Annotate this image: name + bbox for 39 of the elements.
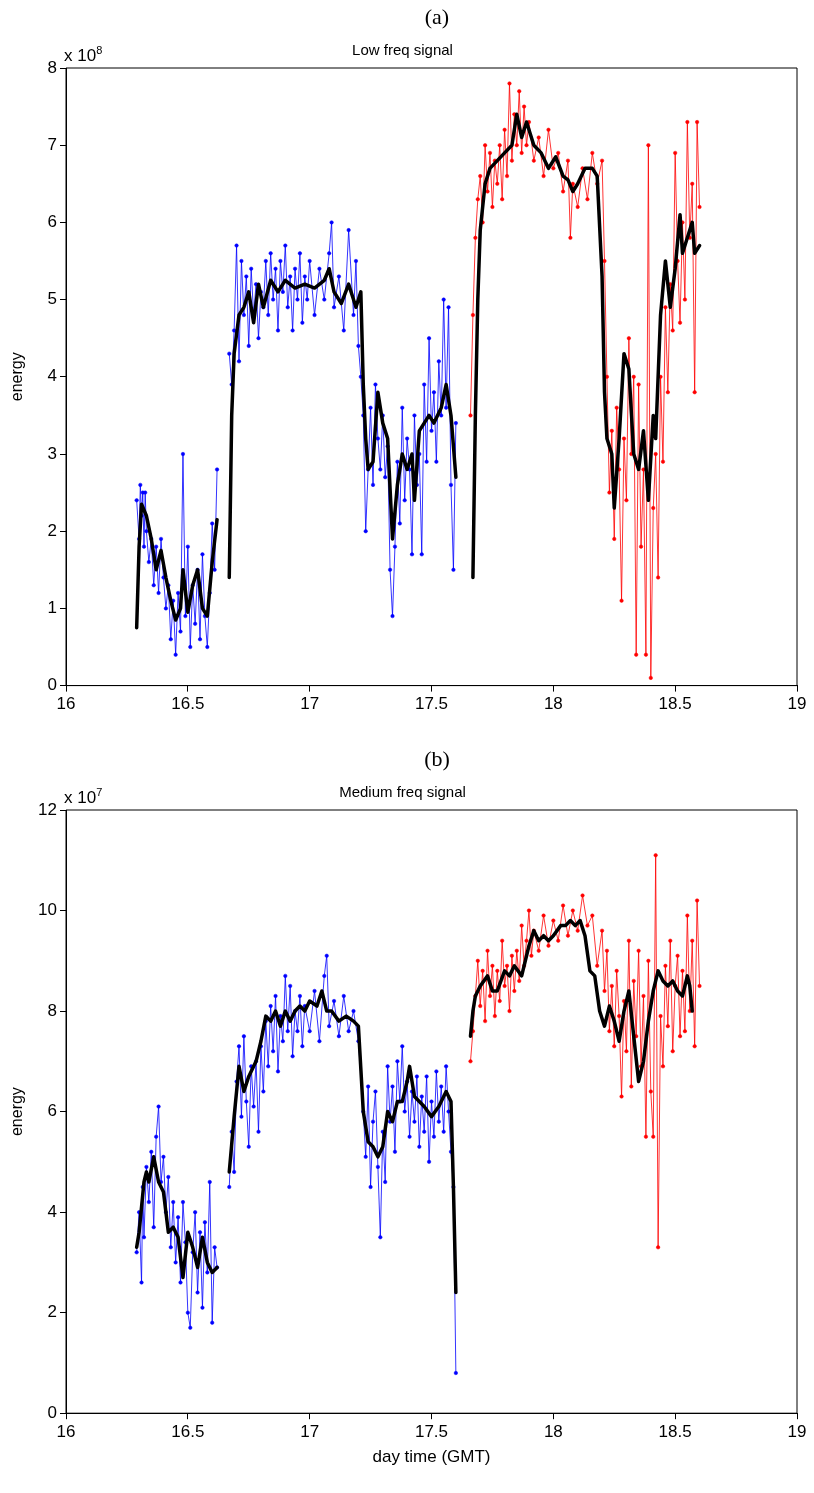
x-tick-label: 16 [56, 1422, 76, 1442]
x-tick-label: 16 [56, 694, 76, 714]
x-tick-label: 17 [300, 694, 320, 714]
y-tick-label: 0 [47, 1402, 57, 1422]
y-tick-label: 3 [47, 443, 57, 463]
y-tick-label: 0 [47, 675, 57, 695]
text: (b) [423, 745, 451, 773]
y-tick-label: 2 [47, 1302, 57, 1322]
text: x 10$^{7}$ [64, 786, 103, 808]
x-tick-label: 18.5 [658, 1422, 692, 1442]
text: (a) [423, 3, 451, 31]
y-tick-label: 4 [47, 1201, 57, 1221]
y-axis-title: energy [8, 352, 26, 402]
chart-title: Medium freq signal [339, 783, 466, 801]
x-tick-label: 19 [787, 694, 807, 714]
y-tick-label: 2 [47, 520, 57, 540]
y-tick-label: 8 [47, 57, 57, 77]
y-tick-label: 5 [47, 289, 57, 309]
y-tick-label: 7 [47, 134, 57, 154]
y-tick-label: 6 [47, 212, 57, 232]
y-tick-label: 1 [47, 598, 57, 618]
y-axis-title: energy [8, 1087, 26, 1137]
x-tick-label: 17 [300, 1422, 320, 1442]
y-tick-label: 10 [38, 900, 57, 920]
x-tick-label: 16.5 [171, 694, 205, 714]
x-tick-label: 17.5 [414, 694, 449, 714]
y-tick-label: 6 [47, 1101, 57, 1121]
x-tick-label: 19 [787, 1422, 807, 1442]
y-tick-label: 4 [47, 366, 57, 386]
x-tick-label: 16.5 [171, 1422, 205, 1442]
x-tick-label: 17.5 [414, 1422, 449, 1442]
x-tick-label: 18 [543, 1422, 563, 1442]
chart-title: Low freq signal [352, 41, 453, 59]
x-axis-title: day time (GMT) [372, 1447, 491, 1467]
x-tick-label: 18 [543, 694, 563, 714]
y-tick-label: 12 [38, 799, 57, 819]
y-tick-label: 8 [47, 1000, 57, 1020]
x-tick-label: 18.5 [658, 694, 692, 714]
text: x 10$^{8}$ [64, 44, 103, 66]
